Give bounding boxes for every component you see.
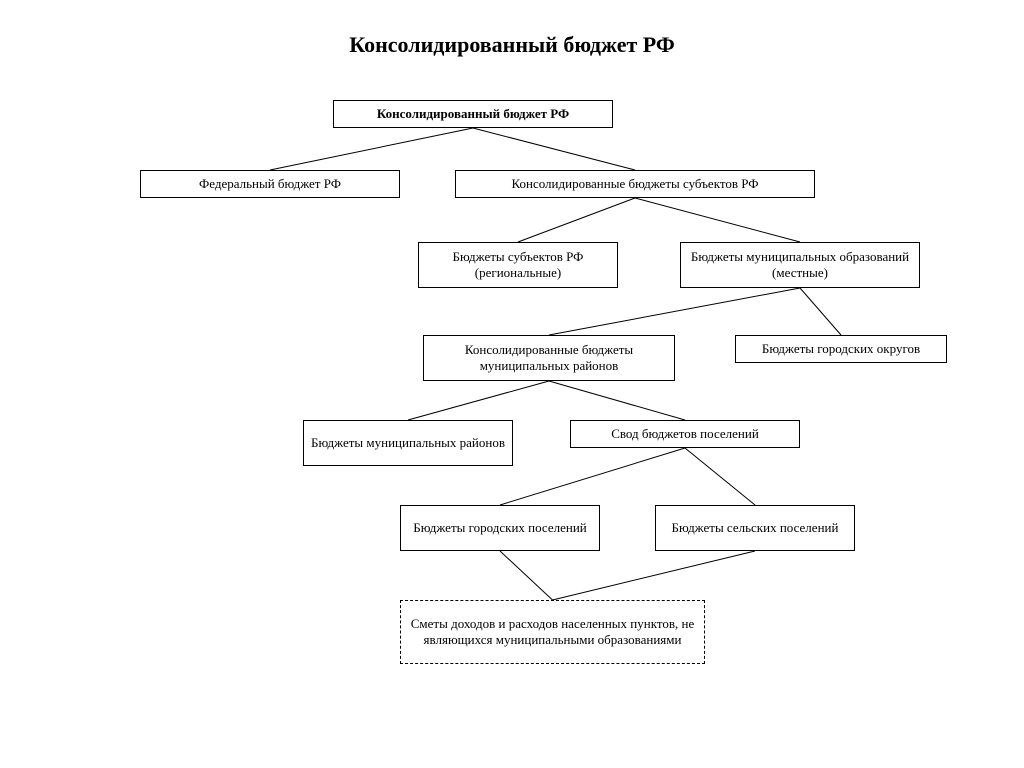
edge-n9-n11 [685,448,755,505]
edge-n9-n10 [500,448,685,505]
edge-n3-n4 [518,198,635,242]
node-label: Свод бюджетов поселений [611,426,759,442]
node-label: Бюджеты сельских поселений [672,520,839,536]
node-n4: Бюджеты субъектов РФ (региональные) [418,242,618,288]
node-n7: Бюджеты городских округов [735,335,947,363]
node-n11: Бюджеты сельских поселений [655,505,855,551]
edge-n3-n5 [635,198,800,242]
edge-n1-n3 [473,128,635,170]
edge-n11-n12 [553,551,756,600]
node-n12: Сметы доходов и расходов населенных пунк… [400,600,705,664]
node-n6: Консолидированные бюджеты муниципальных … [423,335,675,381]
node-n9: Свод бюджетов поселений [570,420,800,448]
node-label: Консолидированные бюджеты субъектов РФ [511,176,758,192]
edge-n5-n7 [800,288,841,335]
node-label: Бюджеты муниципальных образований (местн… [685,249,915,282]
node-n1: Консолидированный бюджет РФ [333,100,613,128]
node-n8: Бюджеты муниципальных районов [303,420,513,466]
edge-n6-n8 [408,381,549,420]
edge-n10-n12 [500,551,553,600]
node-label: Сметы доходов и расходов населенных пунк… [405,616,700,649]
edge-n1-n2 [270,128,473,170]
node-label: Бюджеты городских округов [762,341,920,357]
node-label: Бюджеты городских поселений [413,520,587,536]
node-label: Консолидированный бюджет РФ [377,106,569,122]
node-n3: Консолидированные бюджеты субъектов РФ [455,170,815,198]
node-n10: Бюджеты городских поселений [400,505,600,551]
node-n2: Федеральный бюджет РФ [140,170,400,198]
node-label: Бюджеты субъектов РФ (региональные) [423,249,613,282]
diagram-title: Консолидированный бюджет РФ [0,32,1024,58]
node-label: Консолидированные бюджеты муниципальных … [428,342,670,375]
edge-n6-n9 [549,381,685,420]
edge-n5-n6 [549,288,800,335]
node-n5: Бюджеты муниципальных образований (местн… [680,242,920,288]
node-label: Федеральный бюджет РФ [199,176,341,192]
node-label: Бюджеты муниципальных районов [311,435,505,451]
